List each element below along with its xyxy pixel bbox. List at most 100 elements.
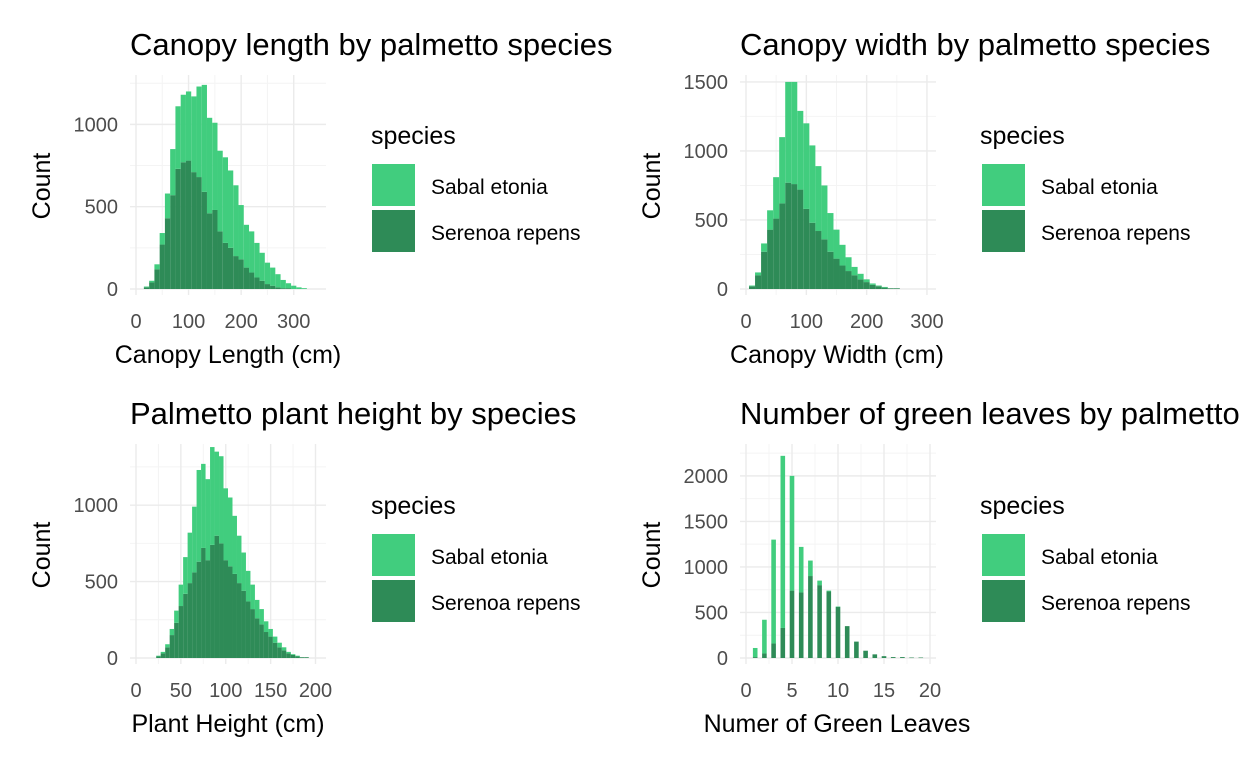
y-tick-label: 1000 — [684, 557, 729, 579]
y-tick-label: 500 — [85, 197, 118, 219]
bar-serenoa-repens — [909, 657, 914, 659]
legend-key-sabal-etonia — [372, 164, 415, 206]
bar-serenoa-repens — [270, 285, 276, 289]
bar-sabal-etonia — [228, 170, 234, 248]
legend: species Sabal etonia Serenoa repens — [371, 122, 580, 252]
bar-serenoa-repens — [243, 267, 250, 289]
legend-label-serenoa-repens: Serenoa repens — [431, 222, 580, 245]
y-tick-label: 500 — [695, 602, 728, 624]
bar-serenoa-repens — [767, 229, 774, 289]
bar-serenoa-repens — [164, 218, 171, 289]
bar-sabal-etonia — [869, 283, 876, 285]
bar-sabal-etonia — [143, 286, 150, 288]
x-tick-label: 300 — [910, 311, 943, 333]
bar-serenoa-repens — [219, 543, 224, 658]
bar-serenoa-repens — [285, 288, 292, 289]
bar-serenoa-repens — [761, 251, 768, 289]
bar-sabal-etonia — [254, 242, 260, 278]
bar-serenoa-repens — [881, 656, 887, 658]
y-tick-label: 1500 — [684, 72, 729, 94]
panel-green-leaves: Number of green leaves by palmetto speci… — [638, 396, 1248, 738]
bar-sabal-etonia — [178, 584, 184, 607]
bar-serenoa-repens — [210, 544, 215, 658]
bar-serenoa-repens — [191, 172, 197, 289]
bar-sabal-etonia — [205, 479, 211, 561]
bar-serenoa-repens — [249, 272, 255, 289]
bar-sabal-etonia — [259, 609, 264, 625]
bar-sabal-etonia — [196, 469, 202, 562]
y-tick-label: 0 — [107, 648, 118, 670]
bar-serenoa-repens — [165, 647, 170, 658]
bar-serenoa-repens — [228, 566, 233, 658]
legend-label-sabal-etonia: Sabal etonia — [1041, 546, 1158, 569]
bar-sabal-etonia — [250, 584, 255, 610]
panel-canopy-width: Canopy width by palmetto species 0 100 200… — [638, 27, 1210, 369]
bar-sabal-etonia — [249, 231, 255, 273]
bar-sabal-etonia — [773, 177, 780, 219]
bar-sabal-etonia — [826, 590, 832, 592]
plot-area: 0 100 200 300 0 500 1000 — [74, 75, 326, 333]
bar-sabal-etonia — [160, 651, 166, 654]
bar-serenoa-repens — [196, 561, 202, 658]
x-tick-label: 150 — [254, 680, 287, 702]
bar-serenoa-repens — [780, 627, 786, 658]
legend-label-sabal-etonia: Sabal etonia — [1041, 176, 1158, 199]
legend: species Sabal etonia Serenoa repens — [980, 122, 1190, 252]
bar-sabal-etonia — [223, 488, 228, 561]
bar-sabal-etonia — [183, 557, 188, 594]
bar-serenoa-repens — [222, 242, 228, 289]
bar-sabal-etonia — [752, 647, 758, 658]
bar-sabal-etonia — [761, 243, 768, 252]
bar-sabal-etonia — [791, 81, 798, 185]
legend-label-sabal-etonia: Sabal etonia — [431, 176, 548, 199]
legend-key-serenoa-repens — [372, 580, 415, 622]
bar-sabal-etonia — [827, 213, 834, 252]
bar-sabal-etonia — [185, 91, 192, 161]
x-axis-label: Plant Height (cm) — [131, 710, 324, 738]
bar-serenoa-repens — [201, 547, 206, 658]
legend-key-sabal-etonia — [372, 534, 415, 576]
bar-sabal-etonia — [270, 267, 276, 286]
x-tick-label: 20 — [919, 680, 941, 702]
plot-area: 0 5 10 15 20 0 500 1000 1500 2000 — [684, 444, 941, 702]
bar-serenoa-repens — [170, 195, 176, 289]
x-tick-label: 0 — [740, 680, 751, 702]
x-axis-label: Numer of Green Leaves — [704, 710, 971, 738]
bar-serenoa-repens — [228, 247, 234, 289]
plot-area: 0 50 100 150 200 0 500 1000 — [74, 444, 332, 702]
bar-serenoa-repens — [272, 642, 278, 658]
bar-serenoa-repens — [304, 657, 309, 658]
chart-title: Canopy width by palmetto species — [740, 27, 1210, 62]
bar-sabal-etonia — [254, 599, 260, 619]
bar-serenoa-repens — [192, 572, 197, 658]
bar-sabal-etonia — [238, 205, 244, 260]
bar-serenoa-repens — [236, 583, 242, 658]
legend-title: species — [980, 122, 1065, 150]
bar-sabal-etonia — [835, 606, 841, 608]
bar-sabal-etonia — [169, 628, 175, 636]
bar-sabal-etonia — [219, 456, 224, 544]
bar-sabal-etonia — [154, 264, 160, 270]
bar-serenoa-repens — [749, 286, 756, 289]
bar-sabal-etonia — [281, 647, 287, 651]
bar-sabal-etonia — [749, 285, 756, 287]
bar-serenoa-repens — [881, 287, 888, 289]
bar-serenoa-repens — [791, 184, 798, 289]
bar-sabal-etonia — [212, 122, 218, 210]
bar-serenoa-repens — [232, 573, 237, 658]
bar-serenoa-repens — [817, 585, 822, 658]
legend-label-sabal-etonia: Sabal etonia — [431, 546, 548, 569]
chart-title: Palmetto plant height by species — [130, 396, 576, 431]
y-tick-label: 0 — [717, 279, 728, 301]
bar-sabal-etonia — [789, 475, 795, 591]
bar-sabal-etonia — [815, 166, 822, 232]
bar-sabal-etonia — [762, 619, 767, 654]
bar-serenoa-repens — [154, 269, 160, 289]
bar-sabal-etonia — [243, 224, 250, 268]
bar-sabal-etonia — [228, 497, 233, 567]
bar-sabal-etonia — [821, 185, 828, 240]
bar-serenoa-repens — [254, 618, 260, 658]
bar-serenoa-repens — [752, 657, 758, 658]
bar-sabal-etonia — [192, 506, 197, 573]
